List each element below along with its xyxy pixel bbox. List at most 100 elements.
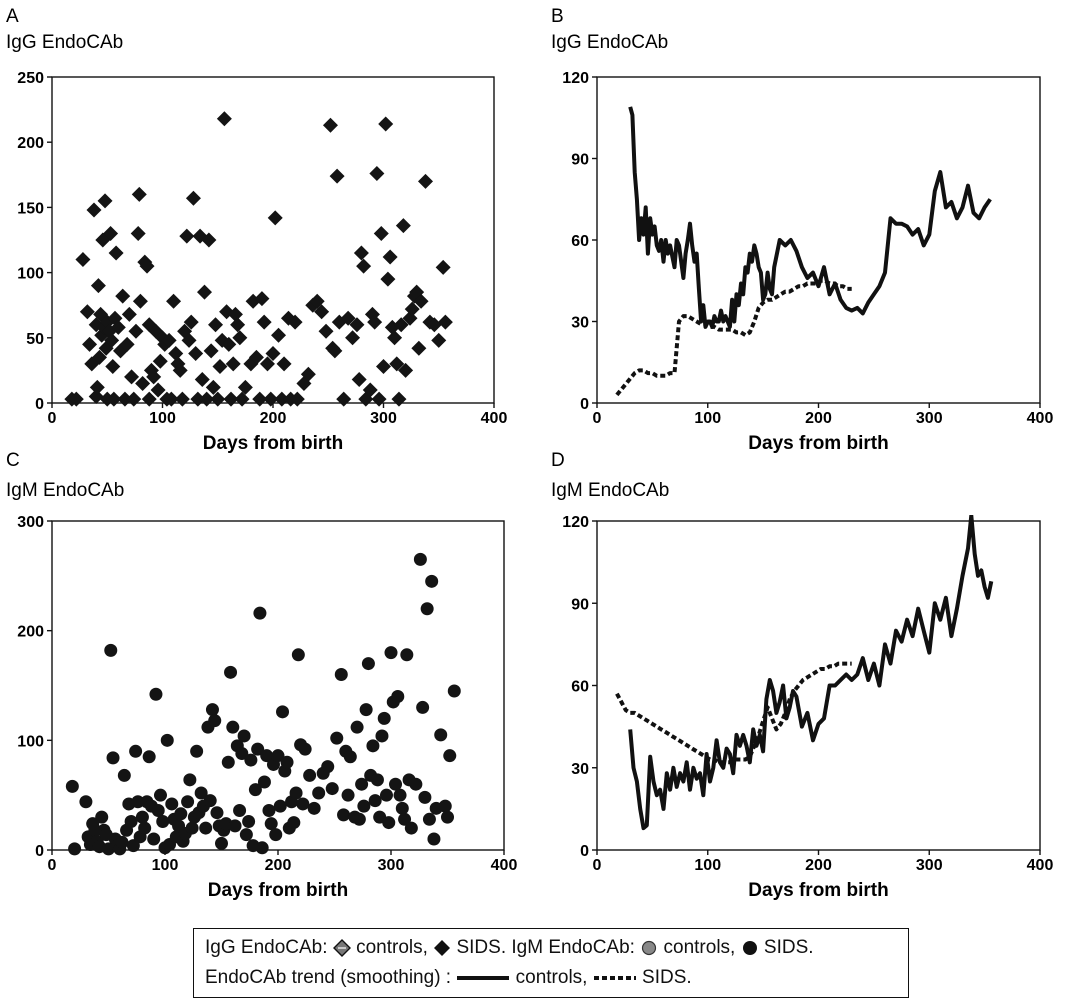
panel-a-point — [265, 345, 281, 361]
panel-c-point — [321, 760, 335, 774]
panel-c-point — [370, 773, 384, 787]
panel-c-point — [194, 786, 208, 800]
panel-a-point — [185, 190, 201, 206]
panel-a-point — [174, 391, 190, 407]
panel-c-point — [341, 788, 355, 802]
panel-a-ytick-label: 0 — [35, 396, 44, 413]
panel-b-ytick-label: 90 — [571, 152, 589, 169]
panel-c-point — [287, 816, 301, 830]
panel-c-point — [422, 812, 436, 826]
panel-a-xlabel: Days from birth — [203, 433, 343, 454]
panel-a-point — [150, 382, 166, 398]
panel-a-point — [168, 345, 184, 361]
panel-a-point — [223, 391, 239, 407]
panel-d-xlabel: Days from birth — [748, 880, 888, 901]
panel-c-ytick-label: 200 — [17, 624, 44, 641]
panel-d-letter: D — [551, 450, 565, 471]
panel-a-point — [79, 304, 95, 320]
panel-c-point — [413, 552, 427, 566]
panel-c-point — [124, 814, 138, 828]
panel-a-point — [256, 314, 272, 330]
panel-a-point — [431, 332, 447, 348]
panel-c-point — [147, 832, 161, 846]
legend-trend-prefix: EndoCAb trend (smoothing) : — [205, 967, 452, 988]
legend-igg-sids: SIDS. — [456, 937, 507, 958]
panel-a-point — [322, 117, 338, 133]
panel-a-point — [362, 382, 378, 398]
panel-c-point — [203, 794, 217, 808]
panel-a-point — [106, 391, 122, 407]
panel-d-ytick-label: 90 — [571, 596, 589, 613]
panel-c-point — [334, 668, 348, 682]
panel-d-xtick-label: 100 — [694, 857, 721, 874]
panel-a-point — [108, 245, 124, 261]
panel-c-point — [104, 643, 118, 657]
solid-line-icon — [457, 975, 510, 980]
panel-d-ytick-label: 0 — [580, 843, 589, 860]
panel-c-point — [359, 703, 373, 717]
legend-trend-sids: SIDS. — [642, 967, 692, 988]
panel-c-point — [330, 731, 344, 745]
panel-c-point — [289, 786, 303, 800]
panel-a-point — [349, 317, 365, 333]
panel-a-title: IgG EndoCAb — [6, 32, 123, 53]
panel-c-point — [226, 720, 240, 734]
panel-a-point — [393, 317, 409, 333]
dashed-line-icon — [593, 975, 636, 980]
panel-a-point — [105, 358, 121, 374]
panel-c-point — [337, 808, 351, 822]
panel-a-point — [373, 225, 389, 241]
panel-a-point — [252, 391, 268, 407]
panel-c-point — [95, 810, 109, 824]
panel-a-point — [263, 391, 279, 407]
panel-a-point — [237, 379, 253, 395]
panel-d-xtick-label: 400 — [1027, 857, 1054, 874]
panel-a-point — [216, 111, 232, 127]
panel-a-point — [254, 291, 270, 307]
panel-c-point — [382, 816, 396, 830]
panel-c-point — [129, 744, 143, 758]
panel-a-point — [287, 314, 303, 330]
panel-a-point — [267, 210, 283, 226]
panel-c-point — [409, 777, 423, 791]
panel-c-point — [441, 810, 454, 824]
panel-c-point — [210, 806, 224, 820]
panel-c-point — [205, 703, 219, 717]
panel-c-point — [156, 814, 170, 828]
panel-c-point — [400, 648, 414, 662]
panel-c-point — [135, 810, 149, 824]
panel-a-point — [181, 332, 197, 348]
panel-c-point — [160, 733, 174, 747]
panel-c-point — [271, 749, 285, 763]
legend-row-markers: IgG EndoCAb: controls, SIDS. IgM EndoCAb… — [205, 937, 814, 959]
panel-a-point — [89, 379, 105, 395]
panel-c-xtick-label: 200 — [265, 857, 292, 874]
panel-a-point — [395, 218, 411, 234]
panel-a-point — [205, 379, 221, 395]
panel-a-point — [234, 391, 250, 407]
panel-c-xtick-label: 400 — [491, 857, 518, 874]
panel-c-point — [239, 828, 253, 842]
panel-c-point — [88, 823, 102, 837]
panel-a-ytick-label: 100 — [17, 266, 44, 283]
panel-a-point — [131, 186, 147, 202]
panel-a-point — [391, 391, 407, 407]
panel-c-point — [325, 782, 339, 796]
panel-c-point — [199, 821, 213, 835]
panel-a-point — [437, 314, 453, 330]
panel-a-point — [172, 362, 188, 378]
panel-b-line-controls — [628, 106, 992, 329]
panel-c-point — [416, 700, 430, 714]
panel-c-point — [248, 783, 262, 797]
panel-c-letter: C — [6, 450, 20, 471]
panel-c-point — [276, 705, 290, 719]
panel-c-point — [149, 687, 163, 701]
panel-a-letter: A — [6, 6, 19, 27]
panel-c-point — [368, 794, 382, 808]
panel-a-point — [376, 358, 391, 374]
panel-c-point — [418, 790, 432, 804]
panel-a-point — [227, 306, 243, 322]
panel-c-point — [434, 728, 448, 742]
panel-c-point — [126, 839, 140, 853]
panel-c-ytick-label: 100 — [17, 733, 44, 750]
